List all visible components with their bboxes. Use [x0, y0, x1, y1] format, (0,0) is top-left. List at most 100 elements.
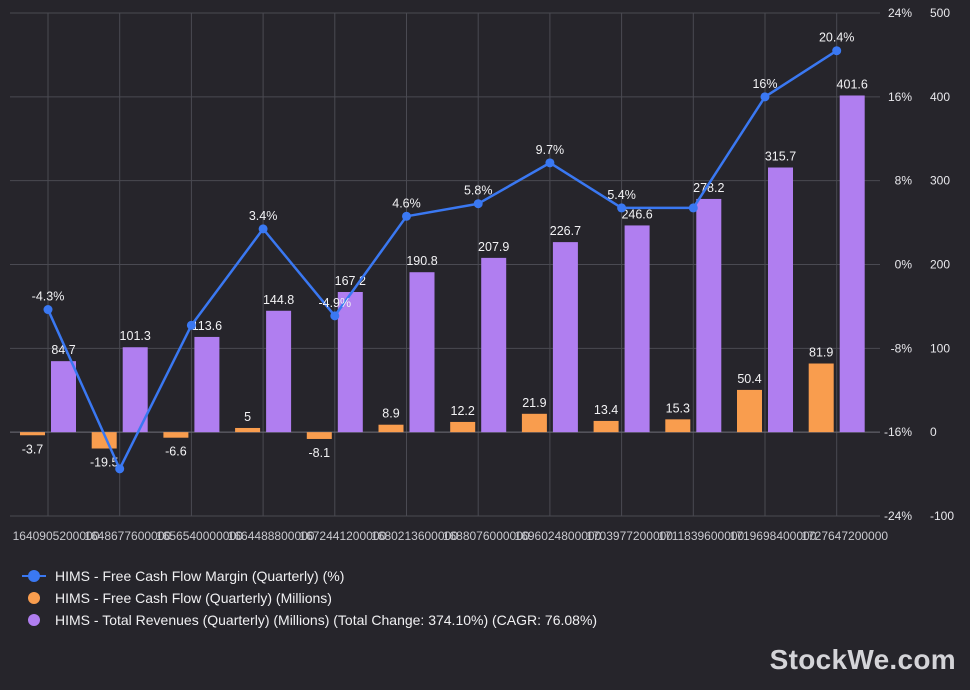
bar-fcf [665, 419, 691, 433]
data-label-revenue: 401.6 [837, 77, 868, 91]
bar-revenue [552, 242, 578, 433]
point-fcf-margin [760, 92, 770, 102]
watermark-logo: StockWe.com [769, 644, 956, 675]
left-axis-tick-label: 24% [888, 6, 912, 20]
bar-fcf [737, 389, 762, 433]
data-label-fcf-margin: 4.6% [392, 196, 421, 210]
data-label-fcf: 81.9 [809, 346, 833, 360]
legend-item-fcf[interactable]: HIMS - Free Cash Flow (Quarterly) (Milli… [22, 587, 597, 609]
dot-marker-icon [22, 613, 46, 627]
point-fcf-margin [402, 211, 411, 221]
legend-label-fcf-margin: HIMS - Free Cash Flow Margin (Quarterly)… [55, 568, 345, 584]
bar-fcf [306, 432, 332, 439]
right-axis-tick-label: 200 [930, 258, 950, 272]
data-label-revenue: 278.2 [693, 181, 724, 195]
point-fcf-margin [688, 203, 698, 213]
point-fcf-margin [258, 224, 268, 234]
data-label-fcf-margin: 9.7% [536, 143, 565, 157]
bar-revenue [481, 257, 507, 433]
x-axis-tick-label: 1672441200000 [299, 529, 386, 543]
dot-marker-icon [22, 591, 46, 605]
point-fcf-margin [617, 203, 627, 213]
data-label-fcf: -19.5 [90, 456, 119, 470]
x-axis-tick-label: 1696024800000 [515, 529, 602, 543]
data-label-revenue: 207.9 [478, 240, 509, 254]
bar-revenue [194, 336, 220, 433]
left-axis-tick-label: -24% [884, 509, 912, 523]
left-axis-tick-label: -8% [891, 341, 913, 355]
legend-label-fcf: HIMS - Free Cash Flow (Quarterly) (Milli… [55, 590, 332, 606]
point-fcf-margin [43, 305, 53, 315]
point-fcf-margin [186, 320, 196, 330]
right-axis-tick-label: -100 [930, 509, 954, 523]
right-axis-tick-label: 100 [930, 341, 950, 355]
chart-legend: HIMS - Free Cash Flow Margin (Quarterly)… [22, 565, 597, 631]
x-axis-tick-label: 1648677600000 [84, 529, 171, 543]
data-label-revenue: 190.8 [406, 254, 437, 268]
data-label-fcf-margin: 5.4% [607, 188, 636, 202]
bar-revenue [768, 167, 793, 433]
data-label-fcf: -6.6 [165, 445, 187, 459]
data-label-revenue: 246.6 [621, 207, 652, 221]
bar-fcf [20, 432, 45, 436]
line-fcf-margin [46, 49, 838, 471]
bar-fcf [450, 421, 476, 433]
x-axis-tick-label: 1640905200000 [13, 529, 100, 543]
x-axis-tick-label: 1664488800000 [228, 529, 315, 543]
left-axis-tick-label: -16% [884, 425, 912, 439]
data-label-fcf-margin: 5.8% [464, 184, 493, 198]
x-axis-tick-label: 1688076000000 [443, 529, 530, 543]
x-axis-tick-label: 1703977200000 [586, 529, 673, 543]
right-axis-tick-label: 400 [930, 90, 950, 104]
point-fcf-margin [115, 464, 125, 474]
point-fcf-margin [545, 158, 555, 168]
left-axis-tick-label: 16% [888, 90, 912, 104]
data-label-revenue: 113.6 [192, 319, 222, 333]
x-axis-tick-label: 1727647200000 [801, 529, 888, 543]
data-label-fcf: 50.4 [737, 372, 761, 386]
bar-revenue [337, 291, 363, 433]
data-label-fcf-margin: 16% [752, 77, 777, 91]
data-label-fcf: -3.7 [22, 442, 44, 456]
bar-revenue [122, 347, 148, 433]
data-label-fcf-margin: 3.4% [249, 209, 278, 223]
data-label-fcf: 15.3 [666, 401, 690, 415]
data-label-fcf: 13.4 [594, 403, 618, 417]
data-label-fcf: 12.2 [451, 404, 475, 418]
left-axis-tick-label: 8% [895, 174, 913, 188]
bar-revenue [624, 225, 650, 433]
bar-fcf [808, 363, 834, 433]
right-axis-tick-label: 300 [930, 174, 950, 188]
x-axis-tick-label: 1656540000000 [156, 529, 243, 543]
bar-revenue [696, 198, 722, 433]
x-axis-tick-label: 1680213600000 [371, 529, 458, 543]
data-label-fcf-margin: 20.4% [819, 31, 854, 45]
legend-label-revenues: HIMS - Total Revenues (Quarterly) (Milli… [55, 612, 598, 628]
bar-fcf [91, 432, 117, 449]
data-label-fcf: 5 [244, 410, 251, 424]
bar-revenue [266, 310, 292, 433]
data-label-revenue: 226.7 [550, 224, 581, 238]
right-axis-tick-label: 500 [930, 6, 950, 20]
data-label-revenue: 101.3 [120, 329, 151, 343]
point-fcf-margin [832, 46, 842, 56]
point-fcf-margin [330, 311, 340, 321]
data-label-fcf: -8.1 [309, 446, 331, 460]
bar-revenue [409, 272, 435, 433]
bar-fcf [163, 432, 189, 438]
bar-fcf [521, 413, 547, 433]
x-axis-tick-label: 1719698400000 [730, 529, 817, 543]
bar-fcf [378, 424, 404, 433]
data-label-revenue: 144.8 [263, 293, 294, 307]
left-axis-tick-label: 0% [895, 258, 913, 272]
bar-revenue [839, 95, 865, 433]
point-fcf-margin [473, 199, 483, 209]
right-axis-tick-label: 0 [930, 425, 937, 439]
data-label-revenue: 315.7 [765, 150, 796, 164]
legend-item-revenues[interactable]: HIMS - Total Revenues (Quarterly) (Milli… [22, 609, 597, 631]
bar-fcf [235, 427, 261, 433]
data-label-fcf: 21.9 [522, 396, 546, 410]
legend-item-fcf-margin[interactable]: HIMS - Free Cash Flow Margin (Quarterly)… [22, 565, 597, 587]
combo-chart: 24% 500 16% 400 8% 300 0% 200 -8% 100 -16% 0 -24% -10… [10, 6, 954, 543]
bar-revenue [51, 361, 76, 433]
